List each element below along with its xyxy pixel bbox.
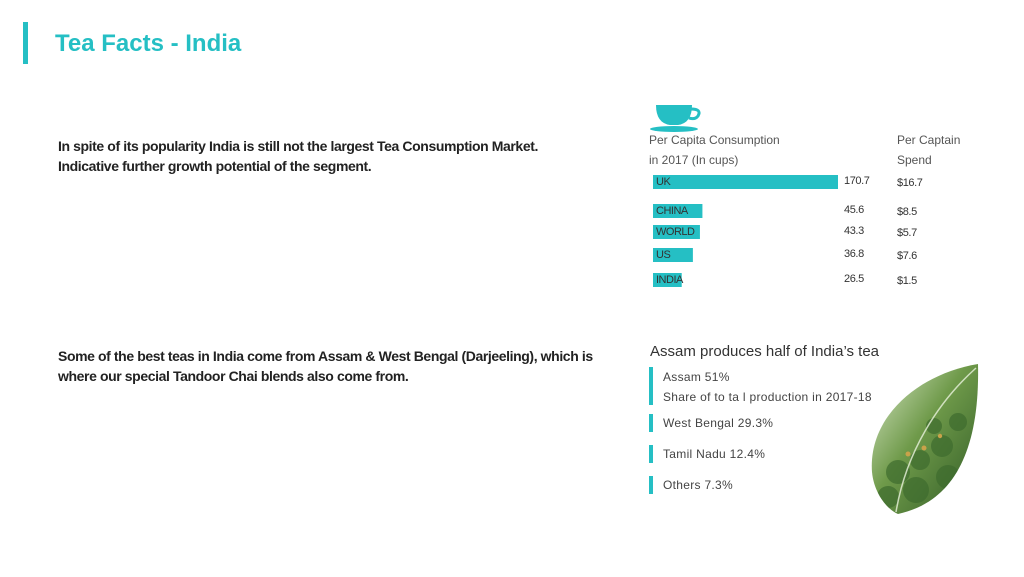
stat-assam-label: Assam 51% xyxy=(663,370,730,384)
category-label-world: WORLD xyxy=(656,226,695,238)
stat-accent-bar-assam xyxy=(649,367,653,405)
category-label-uk: UK xyxy=(656,176,671,188)
bar-us xyxy=(653,248,693,262)
stat-accent-bar-others xyxy=(649,476,653,494)
tea-leaf-icon xyxy=(871,364,979,514)
stat-accent-bar-tamil-nadu xyxy=(649,445,653,463)
consumption-paragraph: In spite of its popularity India is stil… xyxy=(58,138,538,174)
stat-accent-bar-west-bengal xyxy=(649,414,653,432)
value-label-uk: 170.7 xyxy=(844,175,870,187)
bar-uk xyxy=(653,175,838,189)
bar-world xyxy=(653,225,700,239)
stat-tamil-nadu: Tamil Nadu 12.4% xyxy=(663,447,766,461)
bar-india xyxy=(653,273,682,287)
spend-label-china: $8.5 xyxy=(897,206,917,218)
consumption-header-line-1: Per Capita Consumption xyxy=(649,133,780,147)
consumption-header: Per Capita Consumption in 2017 (In cups) xyxy=(649,130,780,170)
teacup-icon xyxy=(650,105,701,132)
spend-header: Per Captain Spend xyxy=(897,130,960,170)
spend-label-india: $1.5 xyxy=(897,275,917,287)
consumption-bar-chart: UK 170.7 $16.7 CHINA 45.6 $8.5 WORLD 43.3 $5.7 US… xyxy=(653,175,923,287)
spend-label-us: $7.6 xyxy=(897,250,917,262)
value-label-us: 36.8 xyxy=(844,248,864,260)
spend-label-world: $5.7 xyxy=(897,227,917,239)
category-label-china: CHINA xyxy=(656,205,689,217)
value-label-china: 45.6 xyxy=(844,204,864,216)
stat-others: Others 7.3% xyxy=(663,478,733,492)
spend-label-uk: $16.7 xyxy=(897,177,923,189)
spend-header-line-2: Spend xyxy=(897,153,932,167)
value-label-india: 26.5 xyxy=(844,273,864,285)
category-label-india: INDIA xyxy=(656,274,684,286)
value-label-world: 43.3 xyxy=(844,225,864,237)
spend-header-line-1: Per Captain xyxy=(897,133,961,147)
title-accent-bar xyxy=(23,22,28,64)
bar-china xyxy=(653,204,703,218)
assam-title: Assam produces half of India’s tea xyxy=(650,343,880,360)
consumption-header-line-2: in 2017 (In cups) xyxy=(649,153,739,167)
page-title: Tea Facts - India xyxy=(55,30,242,57)
stat-west-bengal: West Bengal 29.3% xyxy=(663,416,774,430)
origin-paragraph: Some of the best teas in India come from… xyxy=(58,348,593,384)
stat-assam-sub: Share of to ta l production in 2017-18 xyxy=(663,390,872,404)
category-label-us: US xyxy=(656,249,670,261)
